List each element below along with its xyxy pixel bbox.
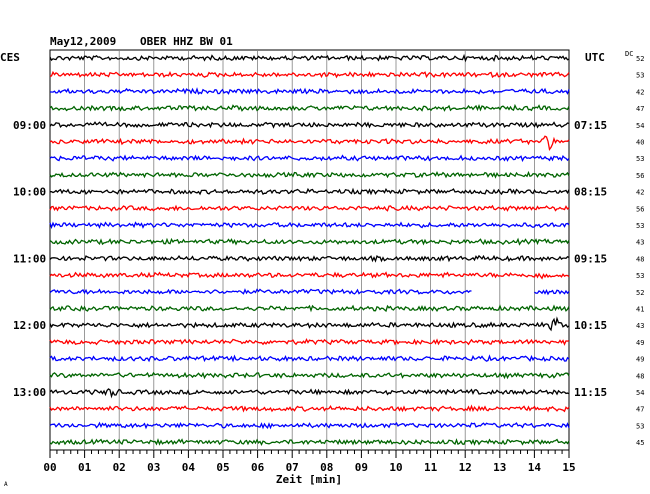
date-label: May12,2009: [50, 35, 116, 48]
dc-offset-label: 40: [636, 139, 644, 147]
left-time-label: 09:00: [13, 119, 46, 132]
dc-offset-label: 48: [636, 372, 644, 380]
left-time-label: 12:00: [13, 319, 46, 332]
trace-row-21: [49, 404, 570, 413]
dc-offset-label: 49: [636, 356, 644, 364]
dc-offset-label: 56: [636, 172, 644, 180]
trace-row-4: [49, 121, 570, 129]
x-tick-label-04: 04: [182, 461, 196, 474]
dc-offset-label: 53: [636, 222, 644, 230]
trace-row-1: [49, 70, 570, 79]
trace-row-20: [49, 388, 570, 399]
plot-frame: [49, 49, 570, 451]
label-layer: 00 01 02 03 04 05 06 07 08 09 10 11 12 13 14 15 52 53 42 47…: [13, 55, 644, 474]
station-label: OBER HHZ BW 01: [140, 35, 233, 48]
dc-offset-label: 43: [636, 239, 644, 247]
x-tick-label-01: 01: [78, 461, 92, 474]
dc-offset-label: 48: [636, 255, 644, 263]
left-time-label: 13:00: [13, 386, 46, 399]
right-time-label: 10:15: [574, 319, 607, 332]
corner-mark: A: [4, 481, 8, 488]
dc-header-label: DC: [625, 50, 633, 58]
trace-row-19: [49, 371, 570, 380]
right-zone-label: UTC: [585, 51, 605, 64]
header-group: May12,2009 OBER HHZ BW 01 CES UTC DC A: [0, 35, 633, 488]
right-time-label: 07:15: [574, 119, 607, 132]
trace-row-22: [49, 421, 570, 430]
trace-row-10: [49, 221, 570, 230]
trace-row-15: [49, 304, 570, 313]
dc-offset-label: 52: [636, 55, 644, 63]
trace-row-13: [49, 271, 570, 280]
x-tick-label-07: 07: [286, 461, 299, 474]
dc-offset-label: 53: [636, 155, 644, 163]
dc-offset-label: 54: [636, 122, 644, 130]
trace-row-2: [50, 87, 570, 95]
left-zone-label: CES: [0, 51, 20, 64]
trace-row-14: [49, 288, 570, 296]
trace-row-17: [49, 337, 570, 346]
x-tick-label-15: 15: [562, 461, 575, 474]
dc-offset-label: 52: [636, 289, 644, 297]
dc-offset-label: 53: [636, 422, 644, 430]
right-time-label: 11:15: [574, 386, 607, 399]
dc-offset-label: 49: [636, 339, 644, 347]
trace-row-16: [49, 316, 570, 332]
left-time-label: 10:00: [13, 186, 46, 199]
x-tick-label-03: 03: [147, 461, 160, 474]
dc-offset-label: 42: [636, 88, 644, 96]
dc-offset-label: 53: [636, 272, 644, 280]
trace-layer: [49, 53, 570, 447]
dc-offset-label: 42: [636, 189, 644, 197]
dc-offset-label: 41: [636, 306, 644, 314]
x-tick-label-06: 06: [251, 461, 265, 474]
x-axis-title: Zeit [min]: [276, 473, 342, 486]
trace-row-5: [49, 135, 570, 151]
trace-row-7: [49, 170, 570, 179]
dc-offset-label: 45: [636, 439, 644, 447]
trace-row-8: [50, 187, 570, 196]
left-time-label: 11:00: [13, 252, 46, 265]
trace-row-11: [49, 237, 570, 246]
trace-row-0: [49, 53, 570, 63]
dc-offset-label: 53: [636, 72, 644, 80]
grid-layer: [49, 49, 570, 458]
dc-offset-label: 43: [636, 322, 644, 330]
x-tick-label-08: 08: [320, 461, 333, 474]
trace-row-9: [49, 204, 570, 212]
trace-row-12: [49, 254, 570, 263]
dc-offset-label: 47: [636, 406, 644, 414]
dc-offset-label: 56: [636, 205, 644, 213]
x-tick-label-13: 13: [493, 461, 506, 474]
trace-row-6: [49, 154, 570, 163]
x-tick-label-05: 05: [216, 461, 229, 474]
trace-row-23: [49, 438, 570, 447]
dc-offset-label: 47: [636, 105, 644, 113]
trace-row-18: [49, 354, 570, 363]
right-time-label: 08:15: [574, 186, 607, 199]
right-time-label: 09:15: [574, 252, 607, 265]
x-tick-label-12: 12: [459, 461, 472, 474]
x-tick-label-10: 10: [389, 461, 402, 474]
dc-offset-label: 54: [636, 389, 644, 397]
x-tick-label-09: 09: [355, 461, 368, 474]
x-tick-label-00: 00: [43, 461, 56, 474]
x-tick-label-14: 14: [528, 461, 542, 474]
x-tick-label-02: 02: [113, 461, 126, 474]
x-tick-label-11: 11: [424, 461, 438, 474]
trace-row-3: [49, 103, 570, 112]
